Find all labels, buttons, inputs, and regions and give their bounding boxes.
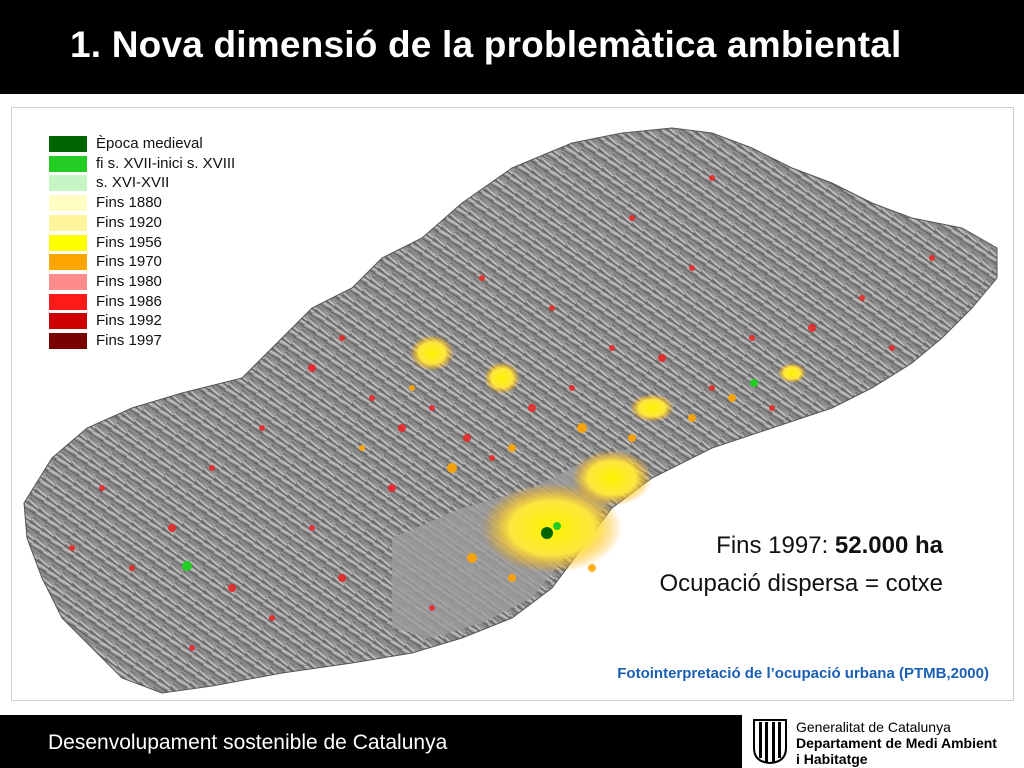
annotation-value: 52.000 ha <box>834 532 943 559</box>
legend-swatch <box>49 175 87 192</box>
legend-label: Època medieval <box>96 135 203 152</box>
legend-label: fi s. XVII-inici s. XVIII <box>96 154 236 172</box>
logo-line1: Generalitat de Catalunya <box>796 719 951 735</box>
senyera-emblem-icon <box>753 719 787 764</box>
annotation-line2: Ocupació dispersa = cotxe <box>659 570 944 597</box>
logo-line3: i Habitatge <box>796 751 868 767</box>
legend-swatch <box>49 234 87 251</box>
generalitat-logo: Generalitat de Catalunya Departament de … <box>752 715 1024 768</box>
legend-swatch <box>49 214 87 231</box>
legend-item: Fins 1992 <box>49 312 289 330</box>
logo-text: Generalitat de Catalunya Departament de … <box>796 719 997 767</box>
legend-swatch <box>49 195 87 212</box>
legend-swatch <box>49 254 87 271</box>
legend-label: Fins 1992 <box>96 312 162 330</box>
legend-swatch <box>49 293 87 310</box>
legend-item: fi s. XVII-inici s. XVIII <box>49 155 289 173</box>
legend-swatch <box>49 273 87 290</box>
legend-item: Fins 1956 <box>49 234 289 252</box>
legend-item: Fins 1920 <box>49 214 289 232</box>
footer-bar: Desenvolupament sostenible de Catalunya <box>0 715 742 768</box>
legend-swatch <box>49 313 87 330</box>
legend-label: Fins 1997 <box>96 332 162 349</box>
legend-item: s. XVI-XVII <box>49 174 289 192</box>
legend-label: Fins 1920 <box>96 213 162 231</box>
legend-item: Fins 1986 <box>49 293 289 311</box>
legend-label: s. XVI-XVII <box>96 174 170 192</box>
legend-swatch <box>49 333 87 349</box>
legend-item: Fins 1880 <box>49 194 289 212</box>
legend-label: Fins 1970 <box>96 253 162 271</box>
title-bar: 1. Nova dimensió de la problemàtica ambi… <box>0 0 1024 94</box>
legend-swatch <box>49 155 87 172</box>
legend-label: Fins 1986 <box>96 292 162 310</box>
annotation-prefix: Fins 1997: <box>716 532 835 559</box>
logo-line2: Departament de Medi Ambient <box>796 735 997 751</box>
legend-item: Fins 1980 <box>49 273 289 291</box>
legend-label: Fins 1880 <box>96 194 162 212</box>
map-figure: Època medieval fi s. XVII-inici s. XVIII… <box>11 107 1014 701</box>
urban-occupation-map <box>23 127 998 694</box>
legend-swatch <box>49 136 87 152</box>
map-caption: Fotointerpretació de l’ocupació urbana (… <box>617 665 989 682</box>
legend-label: Fins 1980 <box>96 272 162 290</box>
legend-label: Fins 1956 <box>96 233 162 251</box>
legend-item: Fins 1970 <box>49 253 289 271</box>
slide-title: 1. Nova dimensió de la problemàtica ambi… <box>70 24 902 65</box>
terrain-region <box>23 127 998 694</box>
footer-text: Desenvolupament sostenible de Catalunya <box>48 731 448 754</box>
legend-item: Època medieval <box>49 135 289 153</box>
dispersed-occupation <box>69 175 935 651</box>
legend-item: Fins 1997 <box>49 332 289 350</box>
occupation-annotation: Fins 1997: 52.000 ha <box>716 532 943 560</box>
